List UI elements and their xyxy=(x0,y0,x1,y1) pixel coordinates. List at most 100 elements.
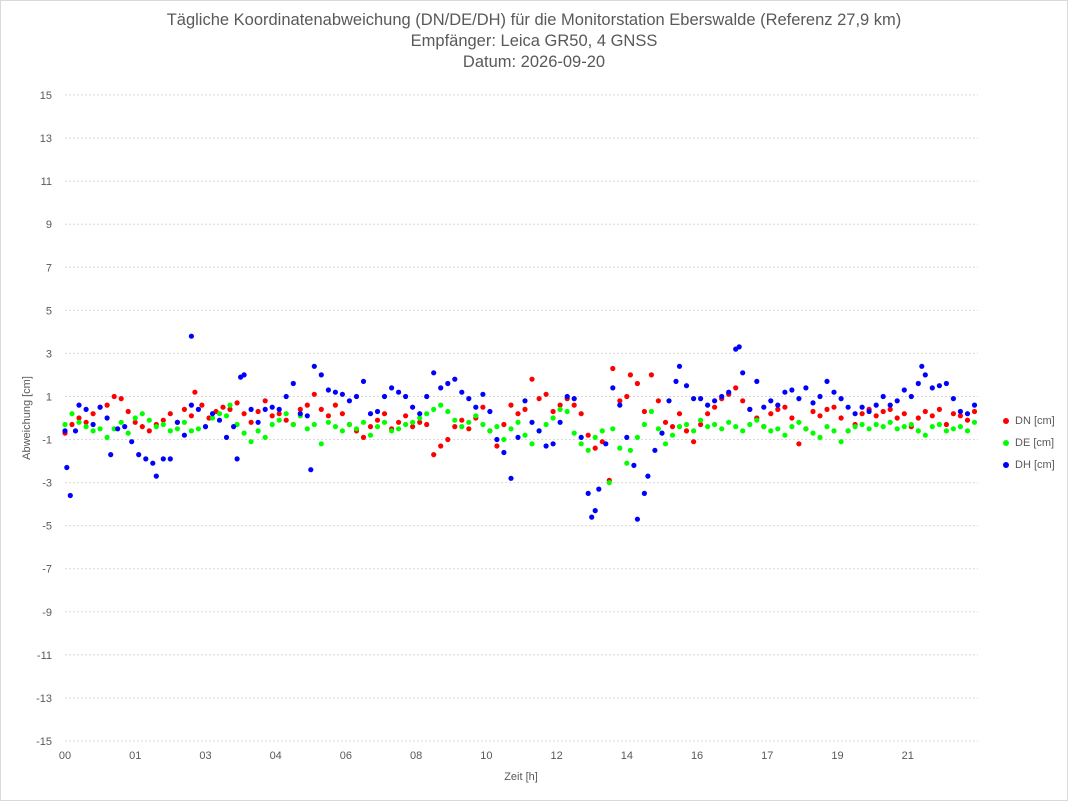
data-point-dn xyxy=(318,406,324,412)
data-point-dh xyxy=(550,441,556,447)
data-point-dn xyxy=(76,415,82,421)
data-point-dh xyxy=(90,421,96,428)
data-point-dn xyxy=(557,402,563,408)
data-point-de xyxy=(508,426,514,432)
data-point-dh xyxy=(262,406,268,412)
data-point-dn xyxy=(887,406,893,412)
x-tick-label: 21 xyxy=(902,750,914,762)
data-point-dn xyxy=(691,439,697,445)
data-point-de xyxy=(627,447,634,453)
data-point-dn xyxy=(438,443,444,449)
data-point-dh xyxy=(501,449,507,456)
data-point-de xyxy=(255,428,261,434)
data-point-de xyxy=(733,424,739,430)
data-point-de xyxy=(501,436,507,443)
x-tick-label: 06 xyxy=(340,750,352,762)
data-point-dn xyxy=(641,408,648,415)
data-point-de xyxy=(487,428,493,434)
data-point-dh xyxy=(346,398,352,404)
data-point-dh xyxy=(915,380,921,387)
data-point-de xyxy=(396,426,402,432)
data-point-de xyxy=(838,439,844,445)
y-tick-label: -1 xyxy=(42,435,52,447)
data-point-de xyxy=(90,428,96,434)
x-tick-label: 03 xyxy=(199,750,211,762)
data-point-dh xyxy=(824,378,830,384)
chart-titles: Tägliche Koordinatenabweichung (DN/DE/DH… xyxy=(0,10,1068,73)
data-point-de xyxy=(209,415,216,421)
data-point-de xyxy=(662,441,669,447)
data-point-dh xyxy=(181,432,187,438)
data-point-dh xyxy=(188,333,194,339)
data-point-dn xyxy=(297,406,303,412)
data-point-dh xyxy=(596,486,602,492)
data-point-de xyxy=(494,424,500,430)
data-point-de xyxy=(606,480,612,486)
chart-title: Tägliche Koordinatenabweichung (DN/DE/DH… xyxy=(166,11,902,29)
x-tick-label: 10 xyxy=(480,750,492,762)
data-point-de xyxy=(522,432,528,438)
data-point-dn xyxy=(831,404,837,410)
data-point-de xyxy=(592,434,598,440)
data-point-de xyxy=(740,428,746,434)
data-point-dn xyxy=(339,411,345,417)
data-point-de xyxy=(915,428,921,434)
data-point-dh xyxy=(353,393,360,400)
data-point-dh xyxy=(901,387,907,393)
data-point-dh xyxy=(231,424,237,430)
data-point-dn xyxy=(740,398,746,404)
data-point-dh xyxy=(97,404,103,410)
data-point-de xyxy=(747,421,753,428)
data-point-de xyxy=(174,426,180,432)
data-point-dn xyxy=(627,372,634,378)
data-point-de xyxy=(669,432,676,438)
data-point-de xyxy=(473,413,479,419)
legend-marker-dh xyxy=(1003,462,1009,468)
data-point-dh xyxy=(676,363,683,369)
x-tick-label: 01 xyxy=(129,750,141,762)
data-point-dh xyxy=(845,404,851,410)
data-point-dh xyxy=(143,456,149,462)
data-point-de xyxy=(782,432,788,438)
data-point-de xyxy=(424,411,430,417)
data-point-dh xyxy=(202,424,209,430)
data-point-dn xyxy=(417,419,423,425)
data-point-de xyxy=(515,419,521,425)
data-point-dn xyxy=(181,406,187,412)
data-point-dn xyxy=(964,417,971,423)
data-point-de xyxy=(262,434,268,440)
data-point-dn xyxy=(188,413,194,419)
data-point-dh xyxy=(325,387,331,393)
y-tick-label: 15 xyxy=(40,90,52,102)
data-point-dh xyxy=(367,411,374,417)
data-point-dh xyxy=(789,387,795,393)
data-point-de xyxy=(824,424,830,430)
data-point-dh xyxy=(480,391,486,397)
data-point-dh xyxy=(332,389,338,395)
data-point-de xyxy=(796,419,802,425)
data-point-dh xyxy=(852,411,858,417)
y-tick-label: 1 xyxy=(46,391,52,403)
y-tick-labels: 15 13 11 9 7 5 3 1 -1 -3 -5 -7 -9 -11 -13 -15 xyxy=(36,90,52,748)
data-point-dn xyxy=(104,402,110,408)
x-tick-labels: 00 01 03 04 06 08 10 12 14 16 17 19 21 xyxy=(59,750,914,762)
data-point-dh xyxy=(634,516,641,522)
data-point-de xyxy=(859,421,865,428)
data-point-dh xyxy=(188,402,194,408)
data-point-dh xyxy=(726,389,732,395)
data-point-dh xyxy=(108,452,114,458)
data-point-dh xyxy=(529,419,535,425)
data-point-dh xyxy=(894,398,900,404)
data-point-dh xyxy=(129,439,135,445)
data-point-de xyxy=(276,417,282,423)
data-point-dh xyxy=(241,372,247,378)
legend-item-dn: DN [cm] xyxy=(1002,410,1055,432)
chart-date: Datum: 2026-09-20 xyxy=(462,53,606,71)
data-point-de xyxy=(557,406,563,412)
data-point-dh xyxy=(297,411,303,417)
data-point-de xyxy=(410,419,416,425)
data-point-dn xyxy=(536,396,542,402)
data-point-dh xyxy=(873,402,879,408)
data-point-dh xyxy=(782,389,788,395)
data-point-dn xyxy=(83,419,89,425)
